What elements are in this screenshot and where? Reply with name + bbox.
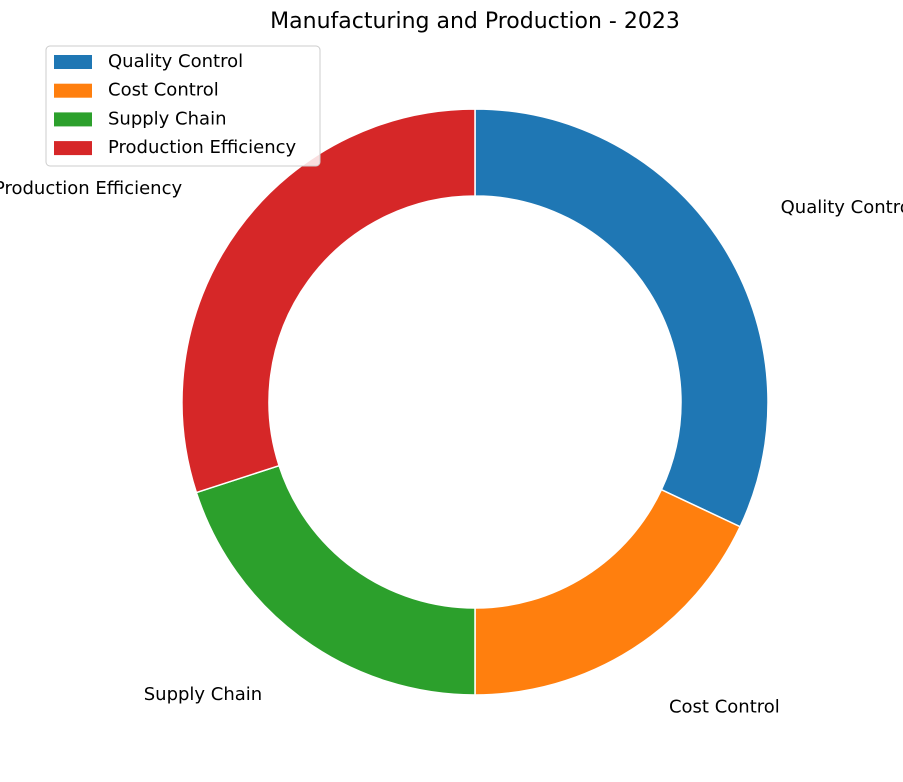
slice-quality-control	[474, 108, 769, 528]
slice-label-quality-control: Quality Control	[781, 197, 903, 218]
slice-label-production-efficiency: Production Efficiency	[0, 178, 182, 199]
legend-label-supply-chain: Supply Chain	[108, 108, 226, 129]
legend-swatch-quality-control	[54, 55, 92, 69]
legend-label-quality-control: Quality Control	[108, 51, 243, 72]
slice-label-cost-control: Cost Control	[669, 697, 780, 718]
slices-group	[181, 108, 769, 696]
legend-label-cost-control: Cost Control	[108, 80, 219, 101]
chart-title: Manufacturing and Production - 2023	[270, 9, 680, 34]
legend: Quality Control Cost Control Supply Chain P…	[45, 45, 321, 167]
slice-cost-control	[474, 488, 742, 696]
legend-swatch-supply-chain	[54, 112, 92, 127]
slice-label-supply-chain: Supply Chain	[144, 684, 262, 705]
legend-swatch-production-efficiency	[54, 141, 92, 156]
slice-production-efficiency	[181, 108, 476, 494]
legend-swatch-cost-control	[54, 83, 92, 98]
legend-label-production-efficiency: Production Efficiency	[108, 137, 297, 158]
slice-supply-chain	[195, 464, 476, 696]
legend-frame	[45, 45, 321, 167]
slice-labels-group: Quality Control Cost Control Supply Chain P…	[0, 178, 903, 717]
